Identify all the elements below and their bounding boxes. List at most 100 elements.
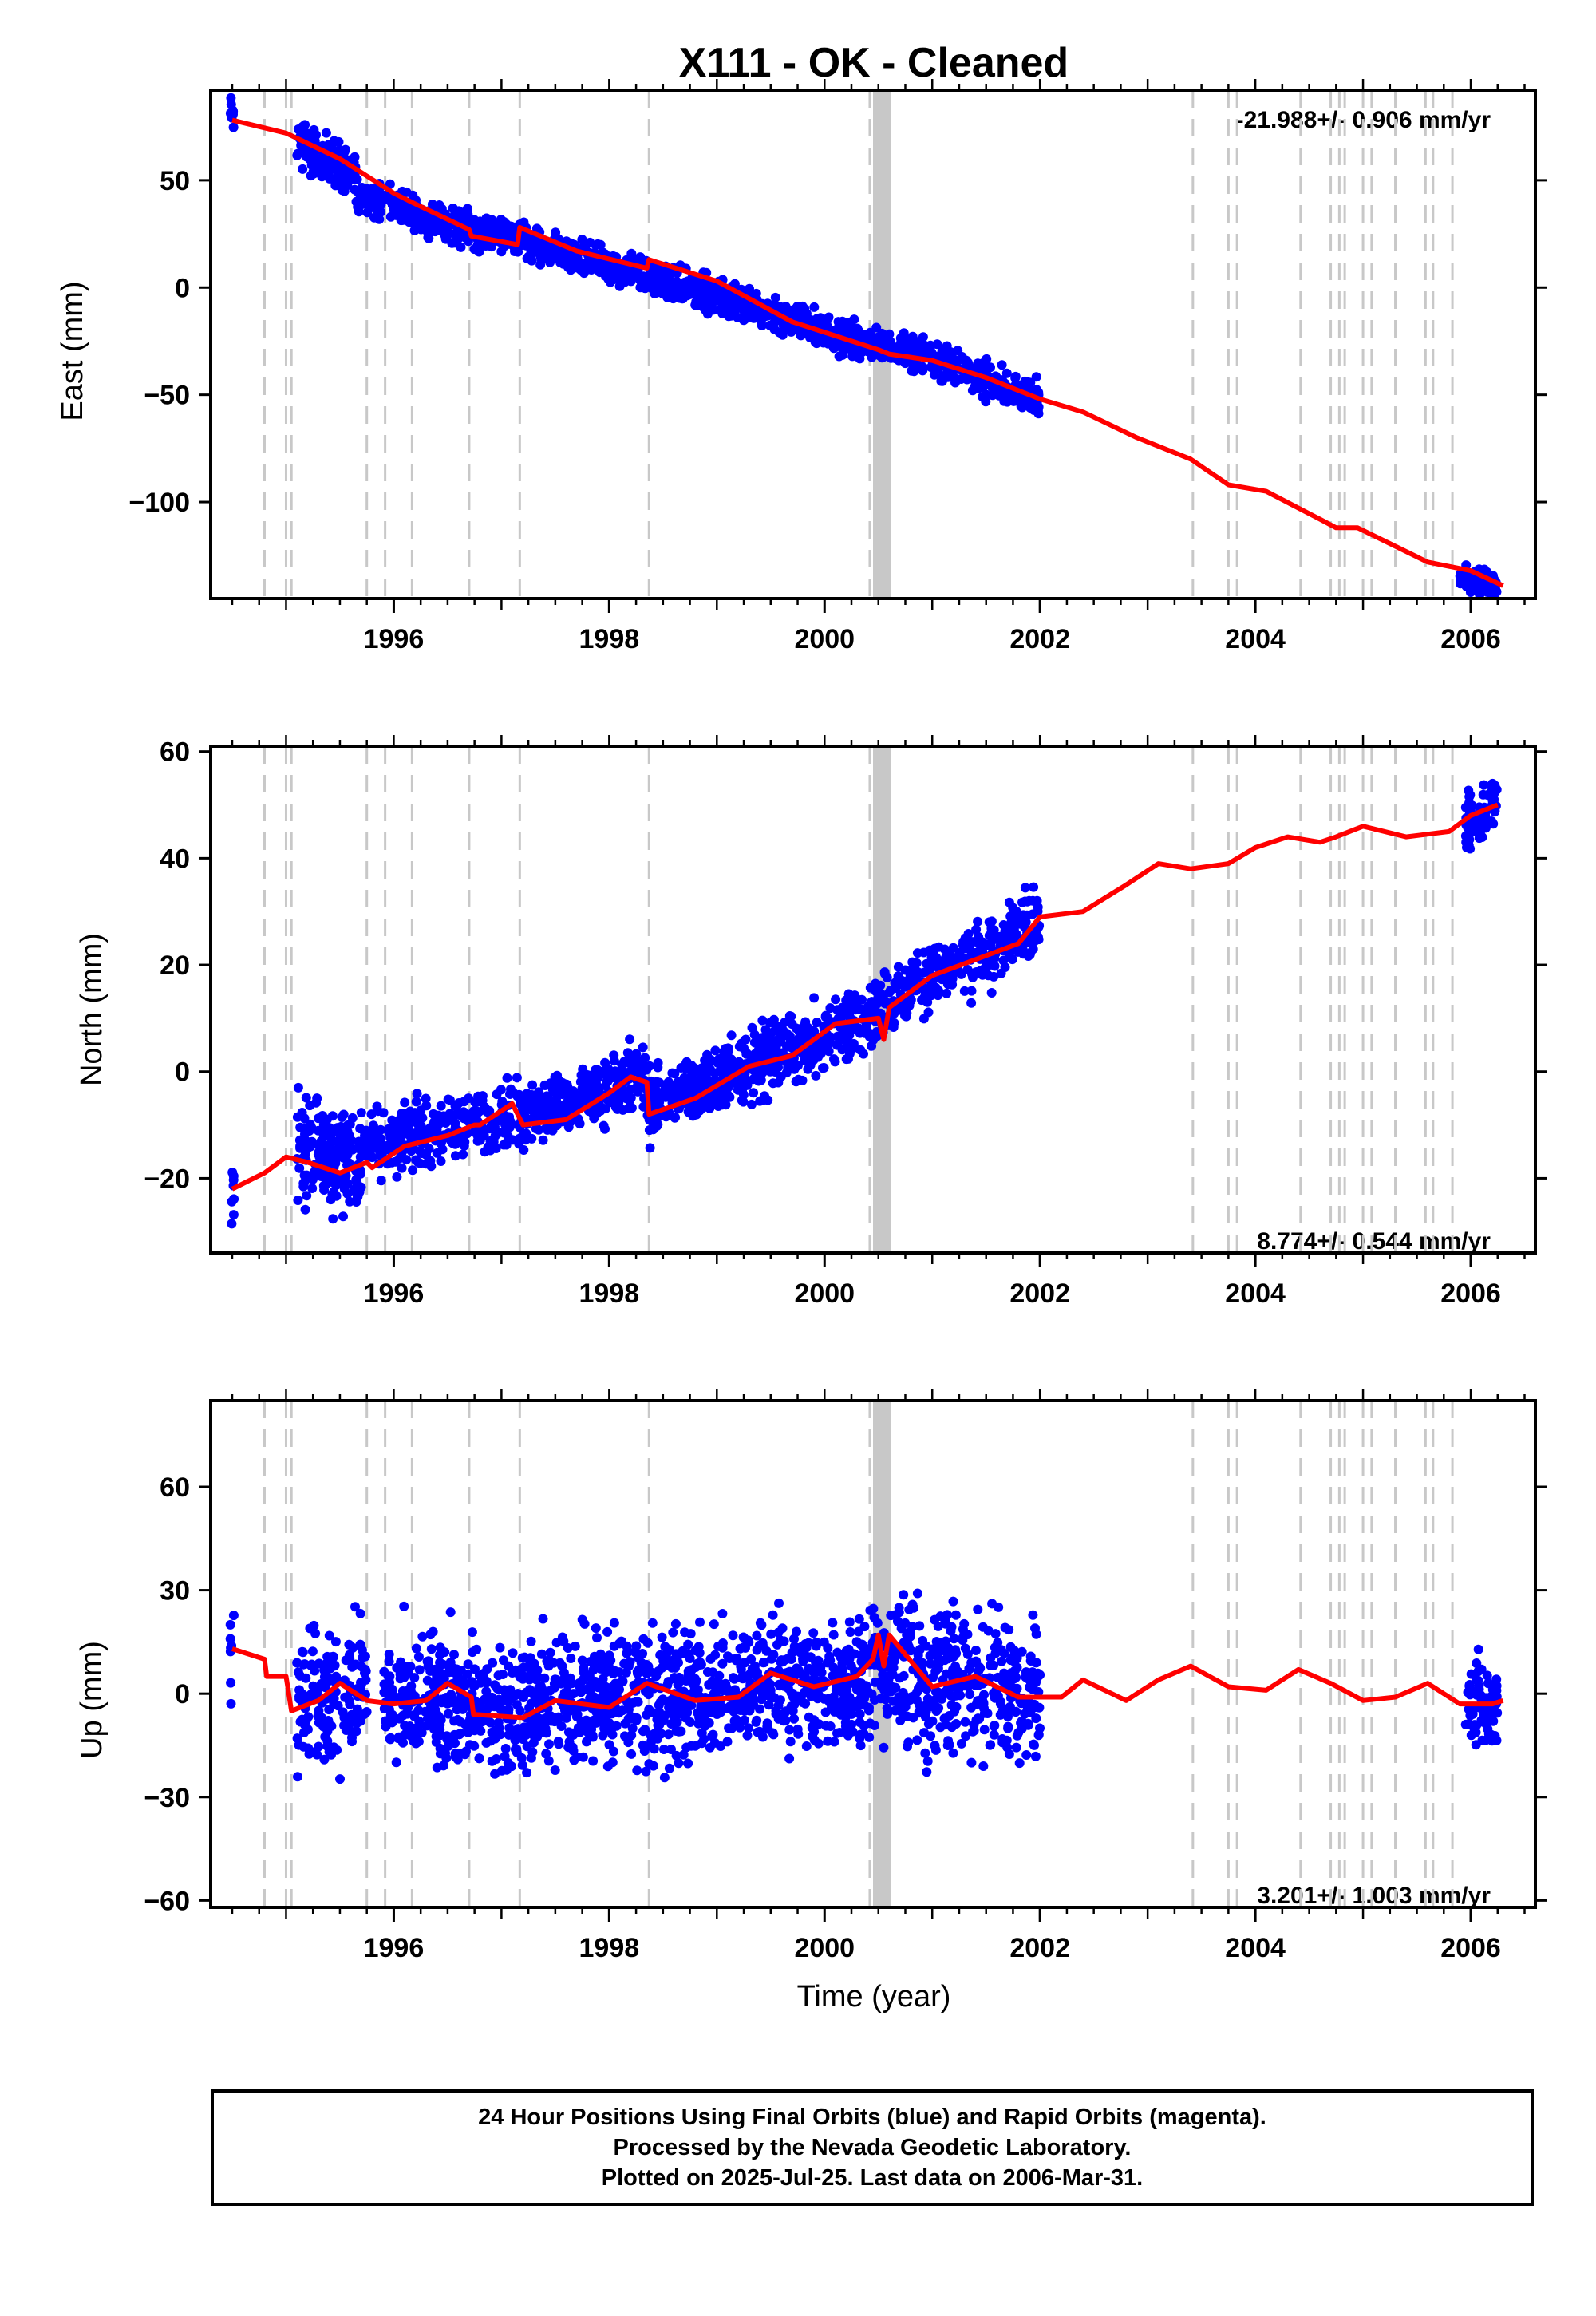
data-point bbox=[519, 1106, 529, 1117]
y-tick-label: −50 bbox=[144, 381, 190, 411]
data-point bbox=[739, 1642, 749, 1652]
data-point bbox=[364, 1148, 374, 1159]
data-point bbox=[416, 219, 426, 230]
data-point bbox=[535, 248, 546, 258]
x-tick-label: 1996 bbox=[364, 624, 425, 654]
data-point bbox=[321, 1658, 331, 1669]
data-point bbox=[638, 271, 649, 282]
data-point bbox=[435, 1720, 445, 1730]
data-point bbox=[306, 171, 316, 181]
data-point bbox=[302, 1170, 312, 1180]
data-point bbox=[782, 1041, 792, 1052]
data-point bbox=[757, 1033, 768, 1043]
data-point bbox=[391, 1757, 401, 1768]
data-point bbox=[757, 321, 767, 330]
data-point bbox=[312, 156, 322, 166]
data-point bbox=[792, 1626, 801, 1637]
data-point bbox=[345, 1699, 355, 1709]
data-point bbox=[927, 979, 938, 990]
data-point bbox=[1029, 405, 1039, 415]
data-point bbox=[538, 1614, 548, 1624]
data-point bbox=[556, 1721, 567, 1731]
x-tick-label: 2004 bbox=[1225, 624, 1286, 654]
data-point bbox=[588, 1665, 598, 1675]
data-point bbox=[351, 1726, 361, 1737]
data-point bbox=[421, 1101, 432, 1111]
data-point bbox=[990, 961, 1000, 971]
data-point bbox=[554, 245, 564, 255]
data-point bbox=[450, 1151, 460, 1161]
data-point bbox=[854, 1614, 864, 1624]
data-point bbox=[504, 1661, 514, 1671]
data-point bbox=[356, 1678, 365, 1688]
data-point bbox=[346, 1136, 357, 1146]
y-tick-label: −20 bbox=[144, 1164, 190, 1194]
data-point bbox=[329, 1145, 339, 1156]
data-point bbox=[879, 990, 888, 1001]
data-point bbox=[470, 1664, 480, 1674]
data-point bbox=[297, 1646, 307, 1657]
data-point bbox=[436, 1101, 446, 1111]
data-point bbox=[400, 1666, 410, 1676]
data-point bbox=[717, 309, 728, 318]
data-point bbox=[1031, 372, 1041, 382]
data-point bbox=[693, 1642, 704, 1652]
data-point bbox=[859, 1049, 868, 1059]
data-point bbox=[323, 1716, 334, 1725]
data-point bbox=[408, 1165, 418, 1176]
data-point bbox=[648, 269, 658, 279]
data-point bbox=[766, 1028, 776, 1038]
north-panel: North (mm) 8.774+/- 0.544 mm/yr −2002040… bbox=[75, 735, 1547, 1309]
data-point bbox=[342, 1120, 353, 1130]
data-point bbox=[726, 1030, 737, 1041]
data-point bbox=[228, 1210, 239, 1220]
data-point bbox=[802, 1049, 812, 1059]
data-point bbox=[229, 1194, 239, 1204]
data-point bbox=[812, 1018, 822, 1028]
data-point bbox=[623, 1713, 634, 1724]
data-point bbox=[494, 1696, 504, 1706]
data-point bbox=[559, 1668, 569, 1678]
data-point bbox=[812, 336, 823, 346]
data-point bbox=[301, 1093, 311, 1103]
data-point bbox=[738, 1089, 749, 1100]
data-point bbox=[318, 1111, 328, 1120]
data-point bbox=[948, 943, 958, 953]
data-point bbox=[1008, 919, 1018, 930]
data-point bbox=[802, 309, 812, 318]
data-point bbox=[821, 1721, 832, 1731]
data-point bbox=[421, 1093, 431, 1104]
data-point bbox=[681, 1064, 692, 1074]
data-point bbox=[445, 1607, 456, 1618]
data-point bbox=[321, 128, 331, 138]
data-point bbox=[681, 1698, 691, 1709]
data-point bbox=[793, 1644, 804, 1654]
data-point bbox=[425, 219, 436, 230]
data-point bbox=[625, 1034, 635, 1045]
north-rate-label: 8.774+/- 0.544 mm/yr bbox=[1257, 1228, 1491, 1255]
data-point bbox=[436, 1156, 446, 1166]
data-point bbox=[710, 1045, 721, 1056]
data-point bbox=[862, 1022, 871, 1033]
data-point bbox=[387, 1717, 397, 1728]
data-point bbox=[500, 1115, 511, 1125]
data-point bbox=[989, 971, 999, 982]
data-point bbox=[394, 1713, 405, 1724]
data-point bbox=[307, 1184, 318, 1193]
data-point bbox=[1022, 896, 1033, 907]
data-point bbox=[759, 1658, 769, 1668]
data-point bbox=[812, 1637, 821, 1647]
data-point bbox=[1000, 926, 1010, 936]
data-point bbox=[387, 1115, 397, 1125]
data-point bbox=[1465, 575, 1476, 586]
y-tick-label: −100 bbox=[128, 488, 190, 518]
y-tick-label: 0 bbox=[175, 1057, 190, 1088]
data-point bbox=[575, 1090, 585, 1100]
data-point bbox=[334, 168, 344, 179]
data-point bbox=[626, 248, 637, 259]
data-point bbox=[564, 1737, 575, 1747]
data-point bbox=[309, 1620, 319, 1630]
data-point bbox=[493, 1717, 504, 1728]
data-point bbox=[893, 962, 903, 972]
data-point bbox=[314, 1705, 324, 1716]
